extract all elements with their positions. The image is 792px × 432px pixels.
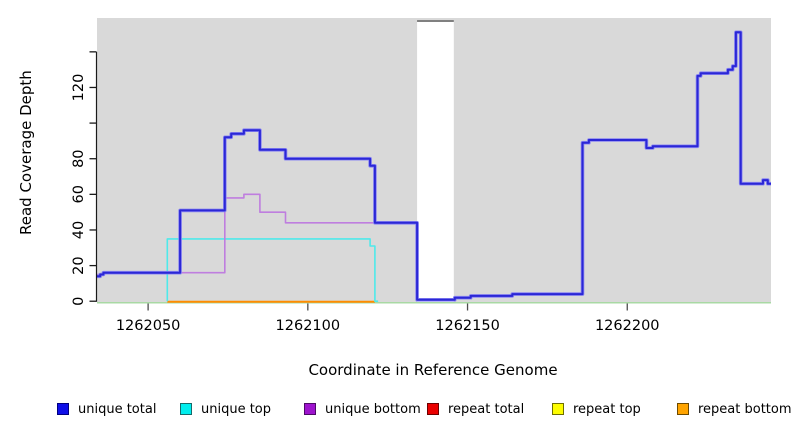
legend-item-unique-top: unique top — [180, 399, 271, 419]
series-unique-top — [166, 238, 379, 302]
legend-swatch-repeat-bottom — [677, 403, 689, 415]
legend-label: repeat total — [448, 401, 525, 417]
y-tick-label: 40 — [71, 221, 87, 239]
x-tick-label: 1262150 — [435, 318, 500, 334]
y-axis-title: Read Coverage Depth — [17, 70, 35, 235]
legend: unique total unique top unique bottom repea… — [0, 399, 792, 423]
legend-label: unique bottom — [325, 401, 421, 417]
legend-swatch-unique-total — [57, 403, 69, 415]
legend-item-unique-total: unique total — [57, 399, 156, 419]
y-tick-label: 60 — [71, 185, 87, 203]
y-tick-label: 20 — [71, 256, 87, 274]
legend-swatch-unique-bottom — [304, 403, 316, 415]
legend-item-unique-bottom: unique bottom — [304, 399, 421, 419]
legend-swatch-unique-top — [180, 403, 192, 415]
coverage-gap-region — [417, 22, 454, 303]
legend-item-repeat-total: repeat total — [427, 399, 524, 419]
legend-label: repeat bottom — [698, 401, 792, 417]
legend-label: unique total — [78, 401, 157, 417]
y-tick-label: 0 — [71, 297, 87, 306]
legend-item-repeat-top: repeat top — [552, 399, 641, 419]
y-tick-label: 120 — [71, 74, 87, 102]
legend-label: unique top — [201, 401, 272, 417]
legend-swatch-repeat-total — [427, 403, 439, 415]
y-tick-label: 80 — [71, 149, 87, 167]
legend-item-repeat-bottom: repeat bottom — [677, 399, 792, 419]
x-tick-label: 1262050 — [116, 318, 181, 334]
legend-label: repeat top — [573, 401, 641, 417]
x-tick-label: 1262200 — [595, 318, 660, 334]
x-tick-label: 1262100 — [276, 318, 341, 334]
x-axis-title: Coordinate in Reference Genome — [308, 361, 558, 379]
legend-swatch-repeat-top — [552, 403, 564, 415]
plot-canvas: 1262050 1262100 1262150 1262200 0 20 40 60 80 120 — [71, 18, 771, 334]
series-unique-total — [97, 31, 771, 301]
